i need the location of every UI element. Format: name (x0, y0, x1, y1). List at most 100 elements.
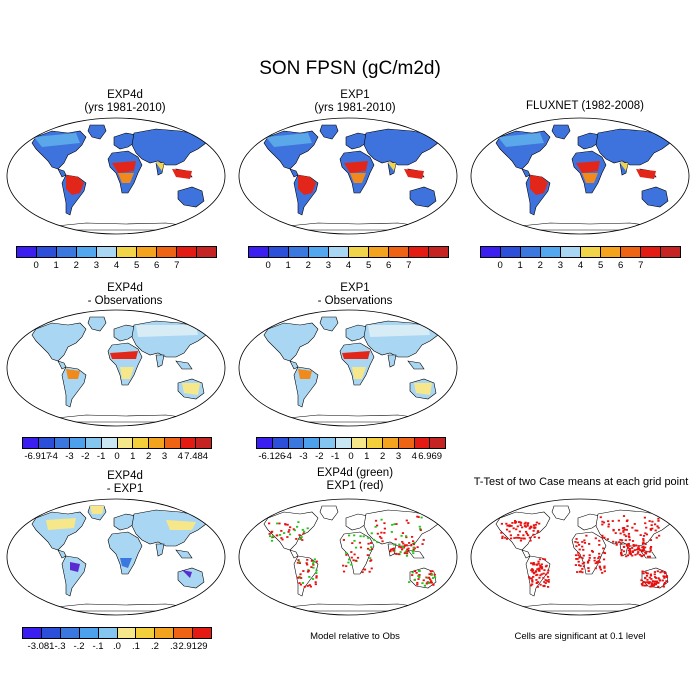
significant-cell (369, 542, 373, 544)
significant-cell (405, 550, 408, 553)
significant-cell (641, 546, 644, 549)
significant-cell (574, 554, 578, 557)
significant-cell (574, 540, 577, 543)
colorbar-swatch (23, 628, 42, 638)
significant-cell (650, 584, 653, 587)
significant-cell (530, 569, 533, 572)
colorbar-swatch (335, 438, 352, 448)
significant-cell (640, 583, 644, 585)
significant-cell (649, 573, 652, 576)
significant-cell (428, 581, 432, 584)
significant-cell (345, 554, 348, 556)
significant-cell (500, 522, 504, 525)
significant-cell (574, 564, 577, 566)
map-panel-9 (470, 498, 690, 616)
colorbar-swatch (621, 247, 641, 257)
panel-3-title-line1: FLUXNET (1982-2008) (525, 100, 645, 112)
significant-cell (642, 554, 645, 556)
significant-cell (533, 536, 536, 539)
significant-cell (542, 577, 545, 579)
significant-cell (531, 568, 534, 570)
significant-cell (642, 546, 646, 549)
significant-cell (577, 551, 580, 554)
significant-cell (297, 559, 300, 561)
significant-cell (602, 558, 606, 561)
significant-cell (603, 566, 606, 569)
significant-cell (306, 527, 309, 530)
significant-cell (530, 526, 533, 529)
continent-ca (289, 549, 299, 559)
significant-cell (588, 559, 591, 562)
value-region (156, 163, 164, 171)
value-region (70, 562, 80, 572)
significant-cell (581, 571, 584, 574)
significant-cell (634, 553, 637, 556)
significant-cell (594, 567, 597, 570)
significant-cell (540, 566, 544, 568)
significant-cell (536, 573, 539, 576)
significant-cell (625, 528, 628, 531)
significant-cell (612, 529, 615, 532)
continent-greenland (319, 316, 339, 332)
significant-cell (282, 532, 286, 534)
colorbar-tick-label: -3.081 (27, 641, 55, 652)
significant-cell (370, 546, 373, 549)
significant-cell (432, 577, 435, 579)
significant-cell (298, 575, 301, 578)
colorbar-swatch (383, 438, 399, 448)
colorbar-swatch (117, 628, 137, 638)
significant-cell (657, 581, 660, 584)
significant-cell (353, 539, 356, 542)
significant-cell (546, 571, 549, 574)
colorbar-swatch (197, 247, 216, 257)
significant-cell (575, 545, 578, 548)
colorbar-swatch (174, 628, 194, 638)
significant-cell (400, 534, 403, 537)
map-frame (6, 117, 226, 235)
significant-cell (426, 581, 429, 584)
significant-cell (411, 571, 414, 574)
significant-cell (601, 523, 604, 526)
colorbar-tick-label: 4 (577, 260, 584, 271)
significant-cell (636, 552, 639, 555)
continent-sa (61, 555, 87, 597)
significant-cell (410, 535, 414, 538)
significant-cell (363, 568, 367, 571)
significant-cell (581, 562, 584, 565)
panel-7-title-line1: EXP4d (107, 470, 143, 482)
colorbar-tick-label: 3 (161, 451, 168, 462)
significant-cell (663, 583, 666, 586)
significant-cell (395, 523, 398, 525)
value-region (414, 383, 432, 395)
significant-cell (303, 530, 306, 533)
significant-cell (640, 579, 643, 582)
significant-cell (542, 572, 545, 575)
significant-cell (510, 525, 513, 527)
significant-cell (620, 552, 623, 555)
value-region (136, 325, 198, 337)
significant-cell (529, 577, 532, 580)
significant-cell (617, 519, 620, 522)
significant-cell (298, 582, 301, 584)
significant-cell (367, 537, 370, 539)
significant-cell (644, 576, 647, 579)
value-region (388, 163, 396, 171)
continent-asia (595, 128, 671, 166)
significant-cell (315, 569, 318, 572)
colorbar-swatch (351, 438, 368, 448)
significant-cell (578, 555, 582, 558)
significant-cell (578, 543, 581, 546)
significant-cell (637, 551, 640, 553)
significant-cell (643, 584, 646, 587)
significant-cell (352, 559, 355, 562)
significant-cell (369, 557, 372, 560)
significant-cell (287, 530, 290, 533)
continent-ant (45, 414, 197, 423)
significant-cell (530, 562, 533, 565)
significant-cell (398, 543, 401, 546)
significant-cell (342, 564, 345, 567)
colorbar-swatch (86, 438, 102, 448)
significant-cell (405, 544, 408, 547)
colorbar-panel-3 (480, 246, 681, 258)
colorbar-tick-label: -6.126 (258, 451, 286, 462)
